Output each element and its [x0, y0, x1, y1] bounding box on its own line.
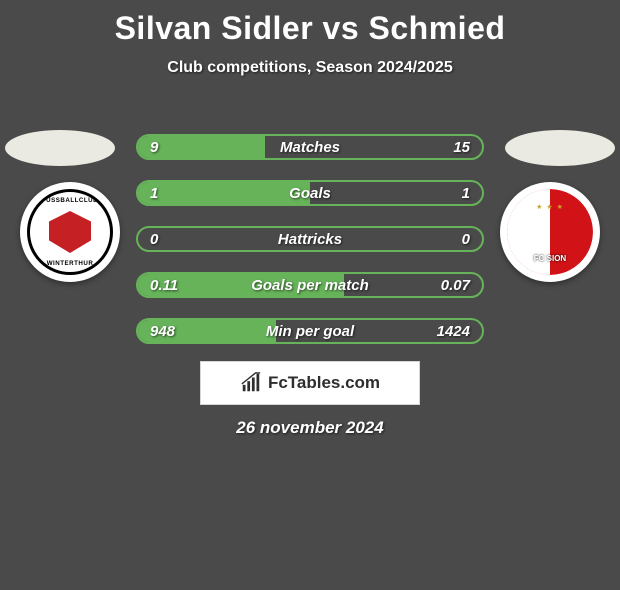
crest-left-shield-icon — [49, 211, 91, 253]
bar-row: 9 Matches 15 — [136, 134, 484, 160]
bar-row: 0 Hattricks 0 — [136, 226, 484, 252]
bar-value-left: 1 — [150, 185, 158, 202]
bar-value-right: 0 — [462, 231, 470, 248]
bar-value-left: 948 — [150, 323, 175, 340]
bar-label: Goals per match — [251, 277, 369, 294]
bar-label: Hattricks — [278, 231, 342, 248]
bar-value-right: 1 — [462, 185, 470, 202]
bar-label: Min per goal — [266, 323, 354, 340]
bar-value-left: 9 — [150, 139, 158, 156]
bar-label: Goals — [289, 185, 331, 202]
player-avatar-left-placeholder — [5, 130, 115, 166]
bar-value-right: 0.07 — [441, 277, 470, 294]
bar-chart-icon — [240, 372, 262, 394]
club-crest-left: FUSSBALLCLUB WINTERTHUR — [20, 182, 120, 282]
brand-badge: FcTables.com — [200, 361, 420, 405]
crest-right-stars-icon: ★ ★ ★ — [507, 203, 593, 211]
bar-fill — [138, 182, 310, 204]
bar-value-left: 0.11 — [150, 277, 178, 294]
crest-left-bottom-text: WINTERTHUR — [30, 260, 110, 267]
page-title: Silvan Sidler vs Schmied — [0, 10, 620, 47]
date-text: 26 november 2024 — [0, 418, 620, 438]
bar-row: 948 Min per goal 1424 — [136, 318, 484, 344]
bar-row: 0.11 Goals per match 0.07 — [136, 272, 484, 298]
crest-right-text: FC SION — [507, 254, 593, 263]
comparison-bars: 9 Matches 15 1 Goals 1 0 Hattricks 0 0.1… — [136, 134, 484, 344]
bar-value-right: 1424 — [437, 323, 470, 340]
crest-left-top-text: FUSSBALLCLUB — [30, 197, 110, 204]
club-crest-right: ★ ★ ★ FC SION — [500, 182, 600, 282]
subtitle: Club competitions, Season 2024/2025 — [0, 59, 620, 77]
bar-label: Matches — [280, 139, 340, 156]
bar-value-right: 15 — [453, 139, 470, 156]
bar-value-left: 0 — [150, 231, 158, 248]
bar-row: 1 Goals 1 — [136, 180, 484, 206]
brand-text: FcTables.com — [268, 373, 380, 393]
player-avatar-right-placeholder — [505, 130, 615, 166]
